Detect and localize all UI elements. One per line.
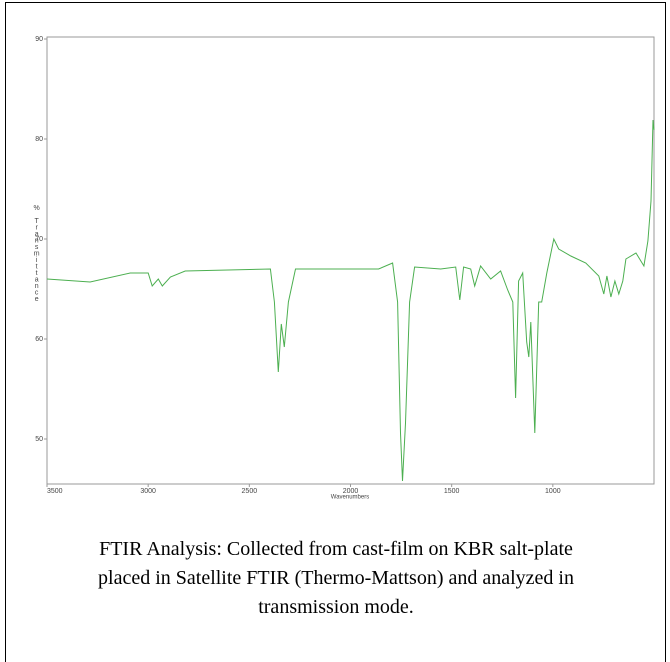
figure-frame	[5, 2, 666, 662]
x-tick-label: 2500	[242, 488, 258, 495]
caption-line: transmission mode.	[258, 596, 414, 618]
caption-line: FTIR Analysis: Collected from cast-film …	[99, 538, 573, 560]
spectrum-line	[46, 119, 655, 482]
x-tick-label: 3500	[47, 488, 63, 495]
x-tick-label: 3000	[140, 488, 156, 495]
x-tick-label: 1000	[545, 488, 561, 495]
y-axis-label: % Transmittance	[33, 205, 40, 303]
x-tick-label: 2000	[343, 488, 359, 495]
y-tick-label: 60	[35, 336, 43, 343]
plot-frame	[46, 36, 655, 485]
y-tick-label: 80	[35, 136, 43, 143]
y-tick-label: 50	[35, 436, 43, 443]
y-tick-label: 70	[35, 236, 43, 243]
caption-line: placed in Satellite FTIR (Thermo-Mattson…	[98, 567, 574, 589]
y-tick-label: 90	[35, 36, 43, 43]
x-axis-label: Wavenumbers	[331, 495, 369, 501]
x-tick-label: 1500	[444, 488, 460, 495]
